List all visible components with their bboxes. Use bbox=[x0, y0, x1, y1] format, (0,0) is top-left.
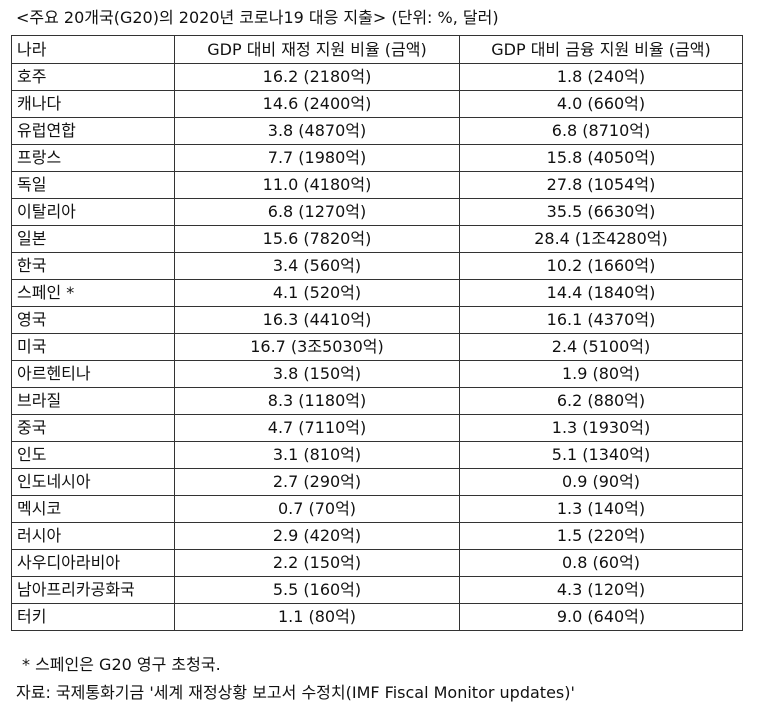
table-row: 터키 1.1 (80억) 9.0 (640억) bbox=[11, 603, 743, 631]
country-cell: 중국 bbox=[11, 414, 175, 442]
table-row: 인도 3.1 (810억) 5.1 (1340억) bbox=[11, 441, 743, 469]
table-row: 스페인 * 4.1 (520억) 14.4 (1840억) bbox=[11, 279, 743, 307]
country-cell: 터키 bbox=[11, 603, 175, 631]
covid-spending-table: 나라 GDP 대비 재정 지원 비율 (금액) GDP 대비 금융 지원 비율 … bbox=[11, 35, 743, 631]
financial-support-cell: 1.9 (80억) bbox=[459, 360, 743, 388]
header-country: 나라 bbox=[11, 35, 175, 64]
country-cell: 프랑스 bbox=[11, 144, 175, 172]
financial-support-cell: 4.0 (660억) bbox=[459, 90, 743, 118]
fiscal-support-cell: 4.7 (7110억) bbox=[174, 414, 460, 442]
fiscal-support-cell: 4.1 (520억) bbox=[174, 279, 460, 307]
fiscal-support-cell: 5.5 (160억) bbox=[174, 576, 460, 604]
country-cell: 남아프리카공화국 bbox=[11, 576, 175, 604]
country-cell: 인도네시아 bbox=[11, 468, 175, 496]
fiscal-support-cell: 3.8 (150억) bbox=[174, 360, 460, 388]
financial-support-cell: 6.2 (880억) bbox=[459, 387, 743, 415]
financial-support-cell: 14.4 (1840억) bbox=[459, 279, 743, 307]
country-cell: 사우디아라비아 bbox=[11, 549, 175, 577]
country-cell: 유럽연합 bbox=[11, 117, 175, 145]
financial-support-cell: 4.3 (120억) bbox=[459, 576, 743, 604]
financial-support-cell: 0.8 (60억) bbox=[459, 549, 743, 577]
table-row: 브라질 8.3 (1180억) 6.2 (880억) bbox=[11, 387, 743, 415]
country-cell: 아르헨티나 bbox=[11, 360, 175, 388]
country-cell: 미국 bbox=[11, 333, 175, 361]
financial-support-cell: 6.8 (8710억) bbox=[459, 117, 743, 145]
header-row: 나라 GDP 대비 재정 지원 비율 (금액) GDP 대비 금융 지원 비율 … bbox=[11, 35, 743, 64]
table-row: 러시아 2.9 (420억) 1.5 (220억) bbox=[11, 522, 743, 550]
table-row: 아르헨티나 3.8 (150억) 1.9 (80억) bbox=[11, 360, 743, 388]
financial-support-cell: 1.3 (1930억) bbox=[459, 414, 743, 442]
table-row: 영국 16.3 (4410억) 16.1 (4370억) bbox=[11, 306, 743, 334]
table-row: 중국 4.7 (7110억) 1.3 (1930억) bbox=[11, 414, 743, 442]
fiscal-support-cell: 15.6 (7820억) bbox=[174, 225, 460, 253]
fiscal-support-cell: 2.9 (420억) bbox=[174, 522, 460, 550]
fiscal-support-cell: 3.8 (4870억) bbox=[174, 117, 460, 145]
financial-support-cell: 28.4 (1조4280억) bbox=[459, 225, 743, 253]
fiscal-support-cell: 3.4 (560억) bbox=[174, 252, 460, 280]
fiscal-support-cell: 3.1 (810억) bbox=[174, 441, 460, 469]
financial-support-cell: 1.3 (140억) bbox=[459, 495, 743, 523]
country-cell: 호주 bbox=[11, 63, 175, 91]
table-row: 인도네시아 2.7 (290억) 0.9 (90억) bbox=[11, 468, 743, 496]
country-cell: 이탈리아 bbox=[11, 198, 175, 226]
table-row: 미국 16.7 (3조5030억) 2.4 (5100억) bbox=[11, 333, 743, 361]
fiscal-support-cell: 16.2 (2180억) bbox=[174, 63, 460, 91]
country-cell: 스페인 * bbox=[11, 279, 175, 307]
financial-support-cell: 0.9 (90억) bbox=[459, 468, 743, 496]
fiscal-support-cell: 0.7 (70억) bbox=[174, 495, 460, 523]
table-title: <주요 20개국(G20)의 2020년 코로나19 대응 지출> (단위: %… bbox=[16, 8, 499, 27]
financial-support-cell: 10.2 (1660억) bbox=[459, 252, 743, 280]
country-cell: 러시아 bbox=[11, 522, 175, 550]
financial-support-cell: 1.8 (240억) bbox=[459, 63, 743, 91]
financial-support-cell: 27.8 (1054억) bbox=[459, 171, 743, 199]
table-row: 독일 11.0 (4180억) 27.8 (1054억) bbox=[11, 171, 743, 199]
fiscal-support-cell: 11.0 (4180억) bbox=[174, 171, 460, 199]
fiscal-support-cell: 14.6 (2400억) bbox=[174, 90, 460, 118]
table-row: 캐나다 14.6 (2400억) 4.0 (660억) bbox=[11, 90, 743, 118]
financial-support-cell: 9.0 (640억) bbox=[459, 603, 743, 631]
table-row: 멕시코 0.7 (70억) 1.3 (140억) bbox=[11, 495, 743, 523]
table-row: 일본 15.6 (7820억) 28.4 (1조4280억) bbox=[11, 225, 743, 253]
financial-support-cell: 1.5 (220억) bbox=[459, 522, 743, 550]
footnote: * 스페인은 G20 영구 초청국. bbox=[22, 655, 221, 674]
fiscal-support-cell: 16.3 (4410억) bbox=[174, 306, 460, 334]
fiscal-support-cell: 16.7 (3조5030억) bbox=[174, 333, 460, 361]
fiscal-support-cell: 7.7 (1980억) bbox=[174, 144, 460, 172]
financial-support-cell: 35.5 (6630억) bbox=[459, 198, 743, 226]
table-row: 이탈리아 6.8 (1270억) 35.5 (6630억) bbox=[11, 198, 743, 226]
source-citation: 자료: 국제통화기금 '세계 재정상황 보고서 수정치(IMF Fiscal M… bbox=[16, 683, 575, 702]
country-cell: 일본 bbox=[11, 225, 175, 253]
fiscal-support-cell: 2.2 (150억) bbox=[174, 549, 460, 577]
financial-support-cell: 15.8 (4050억) bbox=[459, 144, 743, 172]
country-cell: 멕시코 bbox=[11, 495, 175, 523]
country-cell: 브라질 bbox=[11, 387, 175, 415]
financial-support-cell: 2.4 (5100억) bbox=[459, 333, 743, 361]
header-fiscal-support: GDP 대비 재정 지원 비율 (금액) bbox=[174, 35, 460, 64]
country-cell: 인도 bbox=[11, 441, 175, 469]
table-row: 유럽연합 3.8 (4870억) 6.8 (8710억) bbox=[11, 117, 743, 145]
header-financial-support: GDP 대비 금융 지원 비율 (금액) bbox=[459, 35, 743, 64]
fiscal-support-cell: 1.1 (80억) bbox=[174, 603, 460, 631]
fiscal-support-cell: 8.3 (1180억) bbox=[174, 387, 460, 415]
table-row: 한국 3.4 (560억) 10.2 (1660억) bbox=[11, 252, 743, 280]
table-row: 남아프리카공화국 5.5 (160억) 4.3 (120억) bbox=[11, 576, 743, 604]
fiscal-support-cell: 6.8 (1270억) bbox=[174, 198, 460, 226]
country-cell: 캐나다 bbox=[11, 90, 175, 118]
country-cell: 영국 bbox=[11, 306, 175, 334]
fiscal-support-cell: 2.7 (290억) bbox=[174, 468, 460, 496]
financial-support-cell: 16.1 (4370억) bbox=[459, 306, 743, 334]
country-cell: 한국 bbox=[11, 252, 175, 280]
table-row: 호주 16.2 (2180억) 1.8 (240억) bbox=[11, 63, 743, 91]
financial-support-cell: 5.1 (1340억) bbox=[459, 441, 743, 469]
country-cell: 독일 bbox=[11, 171, 175, 199]
table-row: 프랑스 7.7 (1980억) 15.8 (4050억) bbox=[11, 144, 743, 172]
table-row: 사우디아라비아 2.2 (150억) 0.8 (60억) bbox=[11, 549, 743, 577]
